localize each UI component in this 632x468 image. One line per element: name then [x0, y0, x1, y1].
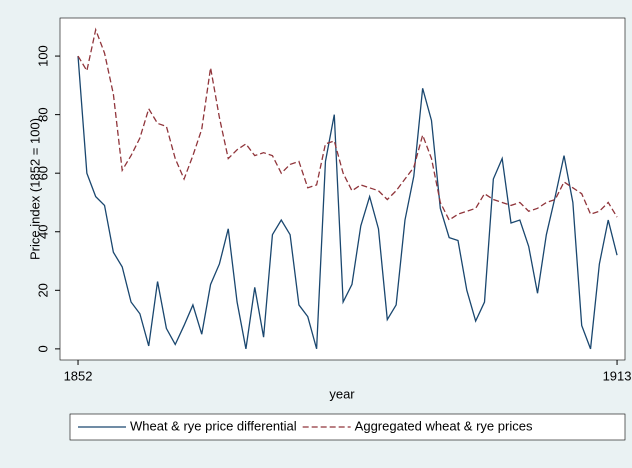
x-tick-label: 1913 — [603, 368, 632, 383]
y-tick-label: 40 — [35, 225, 50, 239]
legend-label: Aggregated wheat & rye prices — [355, 418, 533, 433]
y-tick-label: 80 — [35, 107, 50, 121]
legend-label: Wheat & rye price differential — [130, 418, 297, 433]
x-axis-label: year — [329, 386, 355, 401]
legend — [69, 413, 626, 441]
plot-area — [59, 17, 626, 361]
data-line — [77, 56, 618, 350]
y-axis-label: Price index (1852 = 100) — [27, 118, 42, 260]
y-tick-label: 60 — [35, 166, 50, 180]
x-tick-label: 1852 — [64, 368, 93, 383]
y-tick-label: 100 — [35, 45, 50, 67]
y-tick-label: 0 — [35, 345, 50, 352]
y-tick-label: 20 — [35, 283, 50, 297]
data-line — [77, 27, 618, 221]
